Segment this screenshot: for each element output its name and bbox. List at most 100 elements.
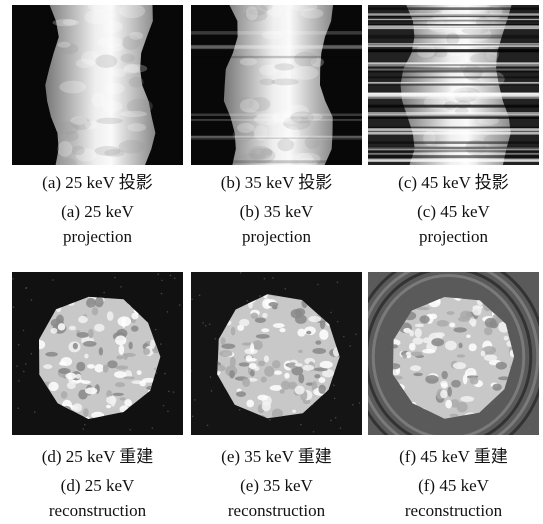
noise: [528, 417, 530, 419]
texture: [59, 81, 86, 94]
noise: [31, 353, 33, 355]
grain: [99, 347, 103, 355]
stripe: [368, 105, 539, 108]
grain: [86, 298, 96, 308]
noise: [18, 344, 20, 346]
texture: [103, 21, 123, 33]
grain: [403, 354, 408, 359]
grain: [262, 313, 267, 318]
grain: [61, 357, 72, 366]
texture: [273, 111, 291, 123]
caption-en: (c) 45 keV: [363, 199, 543, 224]
noise: [343, 336, 345, 338]
noise: [337, 282, 339, 284]
grain: [430, 314, 438, 320]
grain: [103, 365, 109, 373]
noise: [205, 325, 207, 327]
stripe: [191, 160, 362, 163]
grain: [280, 389, 285, 394]
panel-image: [368, 5, 539, 165]
grain: [139, 380, 146, 386]
grain: [441, 383, 448, 389]
noise: [152, 427, 154, 429]
grain: [453, 327, 466, 332]
noise: [114, 277, 116, 279]
grain: [143, 348, 150, 355]
noise: [493, 403, 495, 405]
noise: [352, 404, 354, 406]
stripe: [191, 31, 362, 35]
caption-en: reconstruction: [7, 498, 188, 523]
stripe: [368, 147, 539, 150]
texture: [57, 42, 70, 48]
grain: [492, 384, 501, 391]
noise: [23, 330, 25, 332]
grain: [45, 352, 58, 357]
grain: [453, 362, 466, 369]
caption-zh: (b) 35 keV 投影: [186, 170, 367, 195]
grain: [131, 326, 138, 332]
grain: [423, 337, 433, 343]
grain: [115, 382, 125, 387]
grain: [95, 297, 104, 308]
noise: [330, 312, 332, 314]
grain: [319, 377, 326, 383]
stripe: [368, 25, 539, 29]
noise: [359, 402, 361, 404]
stripe: [368, 96, 539, 99]
grain: [116, 365, 129, 369]
grain: [120, 397, 126, 400]
grain: [67, 382, 76, 389]
grain: [481, 350, 486, 356]
stripe: [368, 132, 539, 135]
caption-en: (a) 25 keV: [7, 199, 188, 224]
grain: [250, 343, 254, 353]
noise: [335, 417, 337, 419]
grain: [112, 393, 124, 396]
caption-en: projection: [186, 224, 367, 249]
grain: [65, 373, 76, 380]
grain: [76, 374, 82, 379]
grain: [318, 384, 325, 394]
grain: [231, 327, 236, 336]
grain: [319, 329, 328, 340]
noise: [23, 371, 25, 373]
grain: [77, 332, 89, 338]
texture: [95, 55, 117, 68]
grain: [425, 375, 438, 384]
caption-zh: (a) 25 keV 投影: [7, 170, 188, 195]
noise: [284, 288, 286, 290]
noise: [506, 397, 508, 399]
texture: [293, 66, 319, 80]
texture: [104, 83, 125, 94]
grain: [92, 307, 99, 315]
grain: [114, 371, 126, 378]
stripe: [368, 141, 539, 144]
grain: [472, 305, 481, 315]
grain: [437, 320, 449, 327]
grain: [445, 341, 457, 351]
texture: [446, 33, 459, 45]
grain: [458, 316, 470, 322]
noise: [174, 277, 176, 279]
stripe: [368, 35, 539, 38]
grain: [219, 350, 232, 357]
caption-en: reconstruction: [186, 498, 367, 523]
noise: [387, 372, 389, 374]
grain: [107, 360, 117, 368]
grain: [457, 402, 468, 413]
stripe: [368, 19, 539, 20]
texture: [240, 58, 258, 66]
stripe: [368, 112, 539, 115]
noise: [167, 411, 169, 413]
grain: [295, 386, 305, 395]
texture: [108, 44, 124, 52]
stripe: [191, 136, 362, 138]
caption-en: (b) 35 keV: [186, 199, 367, 224]
texture: [483, 134, 506, 146]
noise: [194, 399, 196, 401]
grain: [251, 312, 258, 318]
grain: [48, 382, 58, 391]
stripe: [191, 138, 362, 139]
noise: [333, 385, 335, 387]
